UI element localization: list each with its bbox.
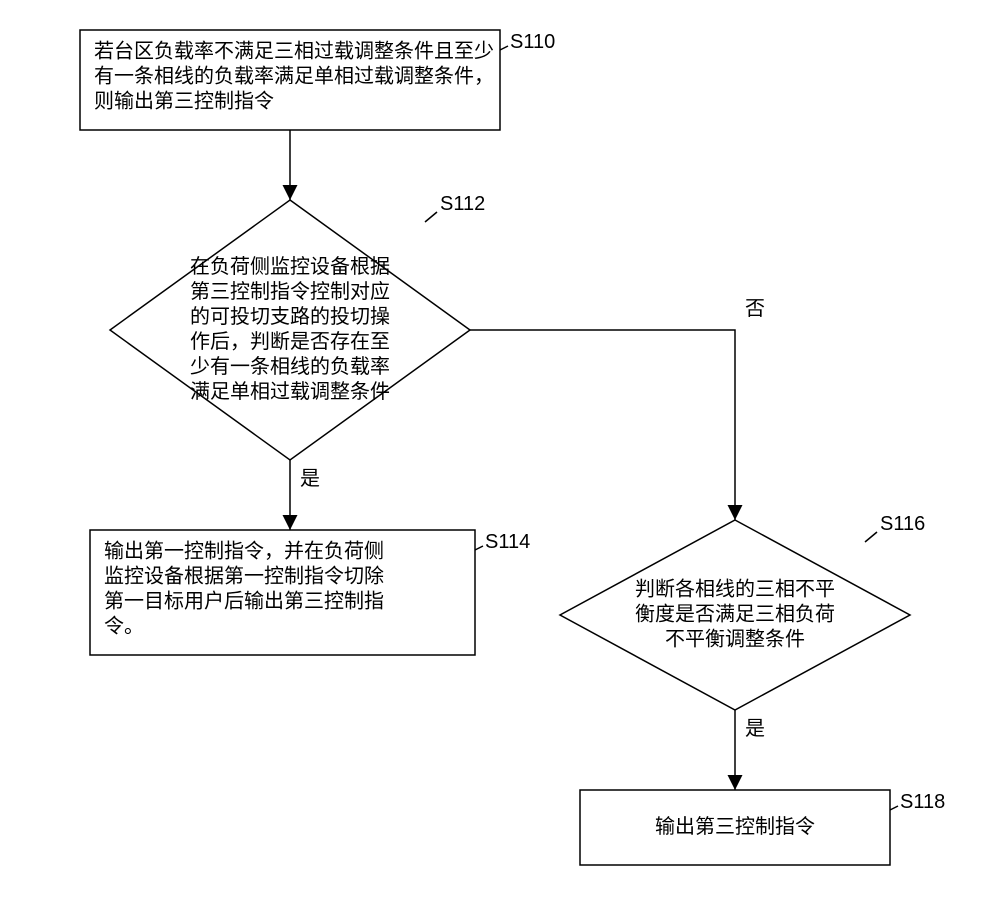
node-text: 在负荷侧监控设备根据 xyxy=(190,255,390,278)
node-s110: 若台区负载率不满足三相过载调整条件且至少有一条相线的负载率满足单相过载调整条件，… xyxy=(80,30,555,130)
flowchart-canvas: 若台区负载率不满足三相过载调整条件且至少有一条相线的负载率满足单相过载调整条件，… xyxy=(0,0,1000,905)
node-text: 有一条相线的负载率满足单相过载调整条件， xyxy=(94,64,494,87)
node-text: 不平衡调整条件 xyxy=(665,627,805,650)
node-id-label: S110 xyxy=(510,31,555,53)
node-text: 则输出第三控制指令 xyxy=(94,89,274,112)
node-text: 第一目标用户后输出第三控制指 xyxy=(104,589,384,612)
node-text: 输出第一控制指令，并在负荷侧 xyxy=(104,539,384,562)
node-s118: 输出第三控制指令 S118 xyxy=(580,790,945,865)
node-text: 衡度是否满足三相负荷 xyxy=(635,602,835,625)
node-text: 输出第三控制指令 xyxy=(655,815,815,838)
edge-s112-s116: 否 xyxy=(470,298,765,520)
edge-s112-s114: 是 xyxy=(290,460,320,530)
node-text: 少有一条相线的负载率 xyxy=(190,355,390,378)
node-text: 监控设备根据第一控制指令切除 xyxy=(104,564,384,587)
node-text: 若台区负载率不满足三相过载调整条件且至少 xyxy=(94,39,494,62)
node-text: 作后，判断是否存在至 xyxy=(190,330,390,353)
node-s114: 输出第一控制指令，并在负荷侧监控设备根据第一控制指令切除第一目标用户后输出第三控… xyxy=(90,530,530,655)
node-s112: 在负荷侧监控设备根据第三控制指令控制对应的可投切支路的投切操作后，判断是否存在至… xyxy=(110,193,485,460)
node-text: 第三控制指令控制对应 xyxy=(190,280,390,303)
node-id-label: S114 xyxy=(485,531,530,553)
edge-label: 是 xyxy=(745,718,765,740)
node-text: 判断各相线的三相不平 xyxy=(635,577,835,600)
node-text: 满足单相过载调整条件 xyxy=(190,380,390,403)
node-s116: 判断各相线的三相不平衡度是否满足三相负荷不平衡调整条件 S116 xyxy=(560,513,925,710)
node-text: 的可投切支路的投切操 xyxy=(190,305,390,328)
node-id-label: S118 xyxy=(900,791,945,813)
node-id-label: S116 xyxy=(880,513,925,535)
edge-label: 否 xyxy=(745,298,765,320)
edge-s116-s118: 是 xyxy=(735,710,765,790)
node-text: 令。 xyxy=(104,614,144,637)
node-id-label: S112 xyxy=(440,193,485,215)
edge-label: 是 xyxy=(300,468,320,490)
